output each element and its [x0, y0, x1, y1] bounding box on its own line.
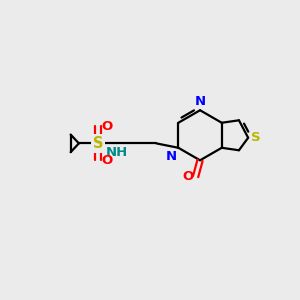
Text: S: S	[251, 131, 261, 144]
Text: N: N	[166, 150, 177, 163]
Text: O: O	[101, 120, 112, 133]
Text: NH: NH	[106, 146, 128, 159]
Text: N: N	[194, 95, 206, 108]
Text: O: O	[101, 154, 112, 167]
Text: O: O	[182, 170, 193, 183]
Text: S: S	[93, 136, 103, 151]
